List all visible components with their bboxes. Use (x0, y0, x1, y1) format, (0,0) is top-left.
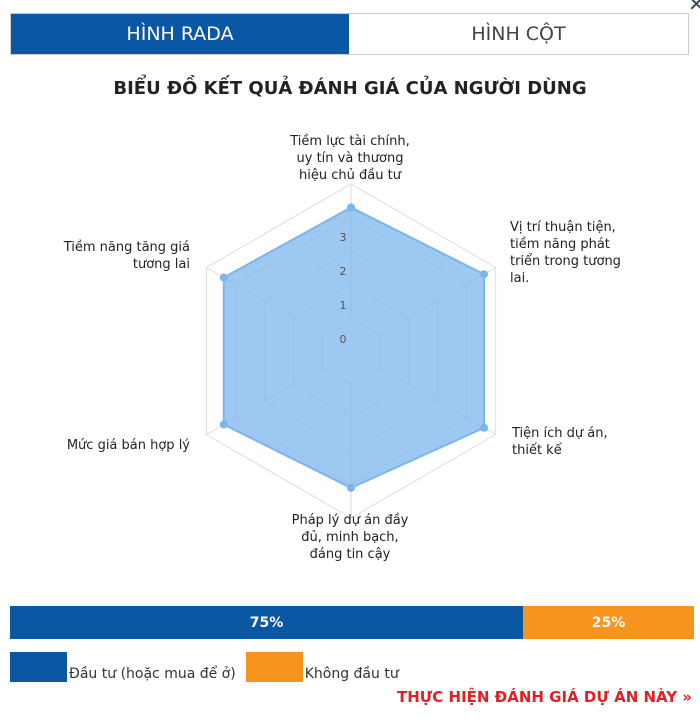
data-point (480, 423, 489, 432)
legend: Đầu tư (hoặc mua để ở) Không đầu tư (10, 652, 409, 682)
category-label-0: Tiềm lực tài chính, uy tín và thương hiệu … (290, 134, 410, 183)
bar-segment-invest: 75% (10, 606, 523, 639)
data-point (219, 273, 228, 282)
tab-column[interactable]: HÌNH CỘT (349, 14, 688, 54)
rate-project-link[interactable]: THỰC HIỆN ĐÁNH GIÁ DỰ ÁN NÀY » (396, 688, 692, 706)
legend-swatch-invest (10, 652, 67, 682)
category-label-1: Vị trí thuận tiện, tiềm năng phát triển tr… (510, 220, 621, 286)
category-label-5: Tiềm năng tăng giá tương lai (63, 240, 190, 272)
legend-label-invest: Đầu tư (hoặc mua để ở) (69, 666, 236, 682)
radial-tick-label: 2 (340, 265, 347, 278)
category-label-2: Tiện ích dự án, thiết kế (512, 426, 608, 458)
data-point (480, 270, 489, 279)
legend-label-not-invest: Không đầu tư (304, 666, 399, 682)
radial-tick-label: 1 (340, 299, 347, 312)
data-point (347, 203, 355, 212)
tab-radar[interactable]: HÌNH RADA (11, 14, 349, 54)
category-label-4: Mức giá bán hợp lý (66, 438, 190, 453)
data-point (219, 420, 228, 429)
chart-title: BIỂU ĐỒ KẾT QUẢ ĐÁNH GIÁ CỦA NGƯỜI DÙNG (113, 78, 587, 99)
legend-swatch-not-invest (245, 652, 303, 682)
data-point (347, 483, 355, 492)
category-label-3: Pháp lý dự án đầy đủ, minh bạch, đáng tin … (291, 513, 409, 562)
split-bar: 75% 25% (10, 606, 694, 639)
radial-tick-label: 3 (340, 231, 347, 244)
radar-chart: 0 1 2 3 (205, 183, 497, 519)
bar-segment-not-invest: 25% (523, 606, 694, 639)
series-area (222, 206, 486, 489)
chart-tabs: HÌNH RADA HÌNH CỘT (10, 13, 689, 55)
radial-tick-label: 0 (340, 333, 347, 346)
